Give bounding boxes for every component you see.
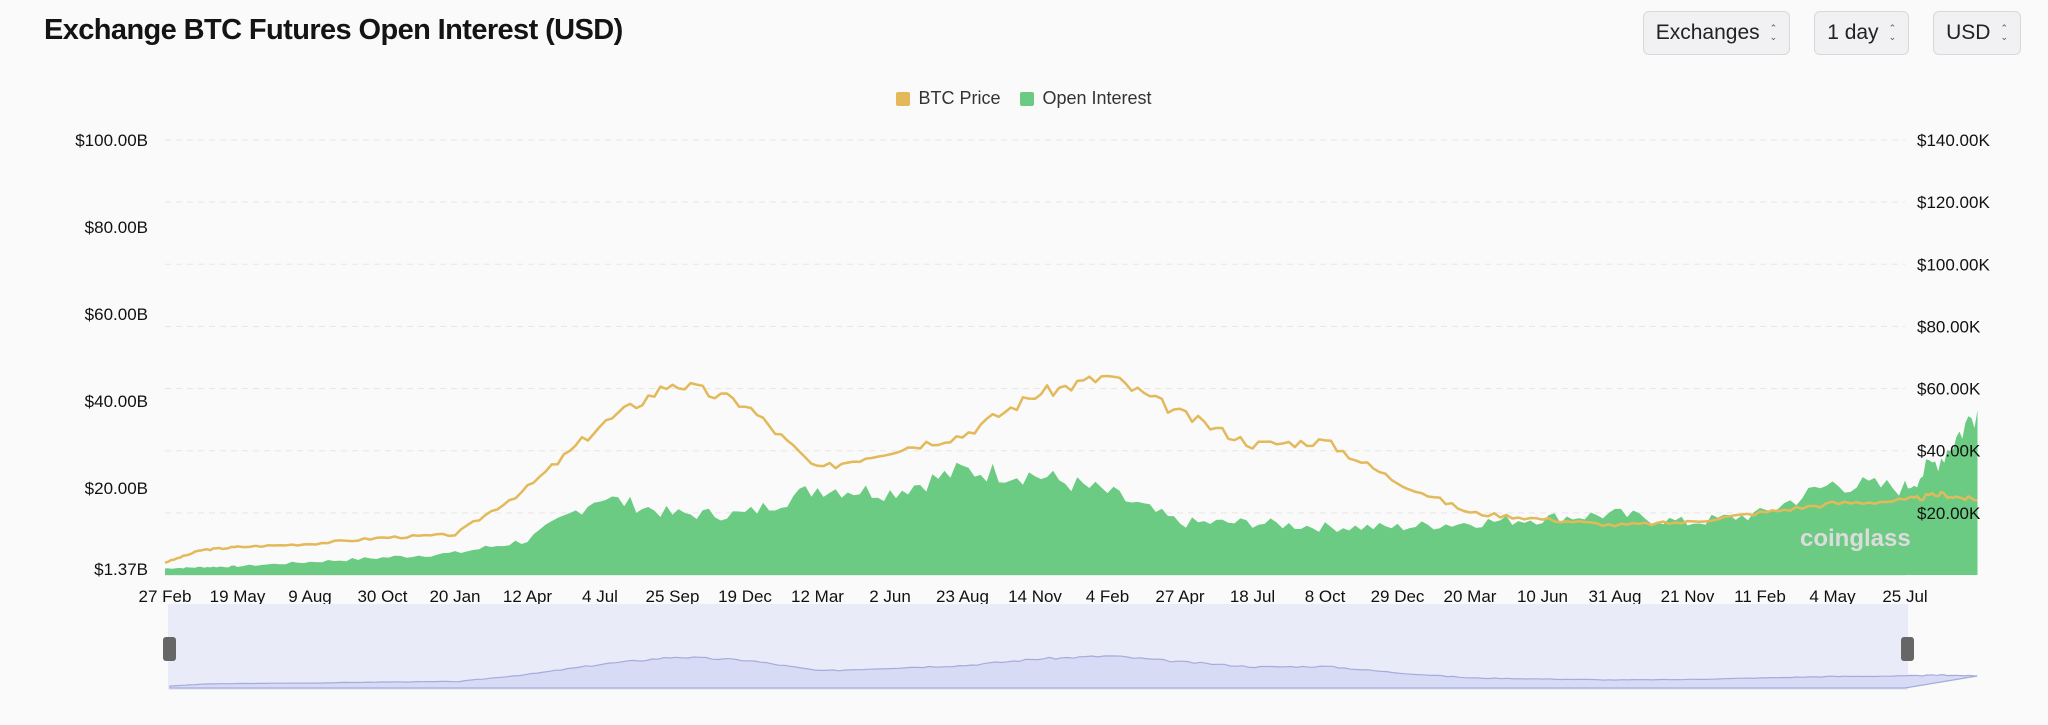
chevron-up-down-icon: ⌃ ⌄ [1888,23,1897,42]
x-tick-label: 31 Aug [1589,587,1642,606]
x-tick-label: 2 Jun [869,587,911,606]
zoom-slider[interactable] [163,604,1978,690]
chart-controls: Exchanges ⌃ ⌄ 1 day ⌃ ⌄ USD ⌃ ⌄ [1642,11,2021,55]
y-left-tick-label: $40.00B [85,392,148,411]
x-tick-label: 8 Oct [1305,587,1346,606]
chart-legend: BTC Price Open Interest [0,88,2048,109]
x-tick-label: 10 Jun [1517,587,1568,606]
x-tick-label: 27 Feb [139,587,192,606]
x-tick-label: 20 Jan [429,587,480,606]
series-area-open-interest [165,409,1978,575]
x-tick-label: 12 Mar [791,587,844,606]
chevron-up-down-icon: ⌃ ⌄ [2000,23,2008,42]
y-left-tick-label: $60.00B [85,305,148,324]
y-right-tick-label: $20.00K [1917,504,1981,523]
legend-item-open-interest[interactable]: Open Interest [1020,88,1152,109]
chevron-up-down-icon: ⌃ ⌄ [1769,23,1778,42]
legend-label-open-interest: Open Interest [1042,88,1152,108]
x-tick-label: 4 Feb [1086,587,1129,606]
x-tick-label: 4 May [1809,587,1856,606]
x-tick-label: 29 Dec [1371,587,1425,606]
x-tick-label: 25 Sep [646,587,700,606]
legend-label-btc-price: BTC Price [918,88,1001,108]
interval-select-value: 1 day [1827,21,1879,44]
y-right-tick-label: $140.00K [1917,131,1990,150]
zoom-handle-left[interactable] [163,637,176,661]
y-right-tick-label: $80.00K [1917,317,1981,336]
x-tick-label: 11 Feb [1734,587,1786,606]
x-tick-label: 20 Mar [1444,587,1497,606]
y-left-tick-label: $100.00B [75,131,148,150]
x-tick-label: 27 Apr [1155,587,1204,606]
x-tick-label: 23 Aug [936,587,989,606]
zoom-slider-track[interactable] [168,604,1908,690]
page-title: Exchange BTC Futures Open Interest (USD) [44,14,623,46]
zoom-handle-right[interactable] [1901,637,1914,661]
x-tick-label: 4 Jul [582,587,618,606]
y-left-tick-label: $20.00B [85,479,148,498]
y-left-tick-label: $80.00B [85,218,148,237]
legend-swatch-btc-price [896,91,911,106]
x-tick-label: 18 Jul [1230,587,1275,606]
interval-select[interactable]: 1 day ⌃ ⌄ [1814,11,1910,55]
x-tick-label: 21 Nov [1661,587,1715,606]
watermark-logo: coinglass [1800,525,1911,552]
x-tick-label: 9 Aug [288,587,332,606]
y-right-tick-label: $40.00K [1917,442,1981,461]
x-tick-label: 25 Jul [1882,587,1927,606]
exchange-select[interactable]: Exchanges ⌃ ⌄ [1642,11,1791,55]
legend-swatch-open-interest [1020,91,1035,106]
currency-select[interactable]: USD ⌃ ⌄ [1933,11,2021,55]
exchange-select-value: Exchanges [1655,21,1760,44]
y-left-tick-label: $1.37B [94,560,148,579]
x-tick-label: 30 Oct [357,587,407,606]
y-right-tick-label: $120.00K [1917,193,1990,212]
x-tick-label: 19 Dec [718,587,772,606]
y-right-tick-label: $60.00K [1917,380,1981,399]
series-line-btc-price [164,374,1978,564]
currency-select-value: USD [1946,21,1991,44]
x-tick-label: 19 May [210,587,266,606]
x-tick-label: 14 Nov [1008,587,1062,606]
y-right-tick-label: $100.00K [1917,255,1990,274]
x-tick-label: 12 Apr [503,587,552,606]
legend-item-btc-price[interactable]: BTC Price [896,88,1000,109]
zoom-preview-area [169,655,1978,689]
